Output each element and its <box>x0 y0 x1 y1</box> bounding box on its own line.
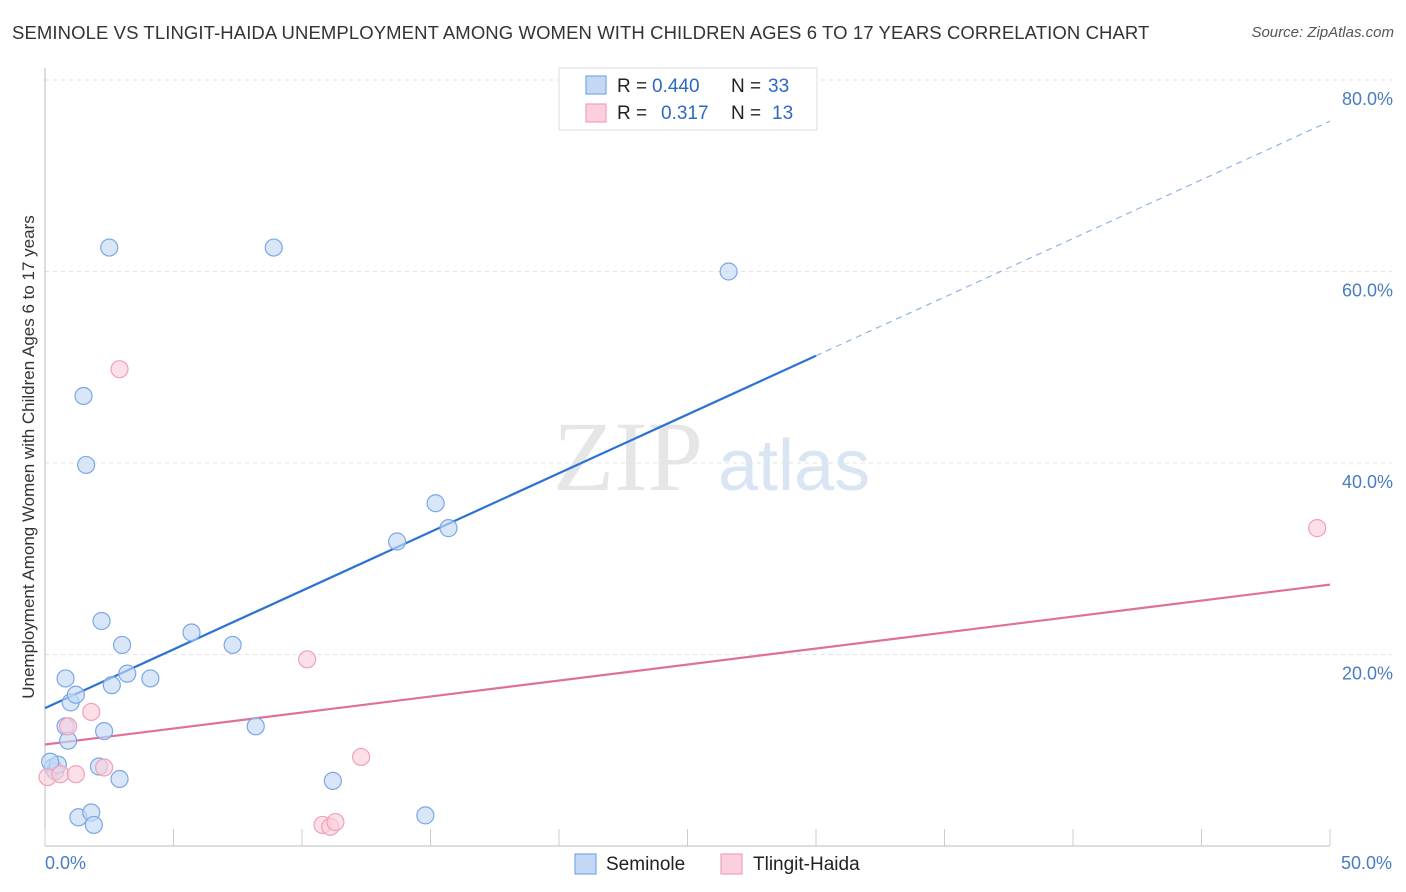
point-seminole-22 <box>182 623 201 642</box>
point-seminole-10 <box>77 455 96 475</box>
point-seminole-19 <box>112 635 132 655</box>
point-tlingit-haida-1 <box>51 765 70 784</box>
point-seminole-20 <box>118 664 137 683</box>
legend-n-value-seminole: 33 <box>768 76 789 97</box>
point-tlingit-haida-3 <box>66 765 85 784</box>
bottom-legend-swatch-tlingit-haida <box>720 853 743 875</box>
point-seminole-16 <box>100 238 119 257</box>
point-seminole-23 <box>223 635 242 655</box>
point-seminole-31 <box>719 262 738 281</box>
source-label: Source: ZipAtlas.com <box>1251 24 1394 41</box>
trend-lines <box>44 120 1331 746</box>
y-axis-label: Unemployment Among Women with Children A… <box>19 215 38 699</box>
point-tlingit-haida-4 <box>82 702 101 722</box>
point-tlingit-haida-7 <box>298 650 317 669</box>
data-points <box>38 238 1327 836</box>
point-tlingit-haida-6 <box>110 360 129 379</box>
point-seminole-7 <box>66 685 85 704</box>
point-seminole-25 <box>264 238 283 257</box>
bottom-legend-label-tlingit-haida: Tlingit-Haida <box>753 854 860 875</box>
point-tlingit-haida-11 <box>352 747 371 767</box>
y-tick-label-60: 60.0% <box>1342 281 1393 301</box>
point-seminole-4 <box>56 669 75 688</box>
chart-title: SEMINOLE VS TLINGIT-HAIDA UNEMPLOYMENT A… <box>12 22 1150 43</box>
point-seminole-27 <box>387 532 407 551</box>
point-seminole-30 <box>439 519 458 538</box>
point-seminole-18 <box>110 769 129 789</box>
grid-lines <box>45 79 1392 655</box>
point-seminole-29 <box>426 494 445 513</box>
watermark: ZIP atlas <box>553 401 870 512</box>
bottom-legend-label-seminole: Seminole <box>606 854 685 875</box>
y-tick-labels: 20.0% 40.0% 60.0% 80.0% <box>1342 89 1393 684</box>
x-tick-label-min: 0.0% <box>45 853 86 873</box>
legend-n-label-seminole: N = <box>731 76 761 97</box>
point-tlingit-haida-12 <box>1308 519 1327 538</box>
point-seminole-9 <box>74 386 93 406</box>
legend-box: R = 0.440 N = 33 R = 0.317 N = 13 <box>558 67 818 131</box>
trend-line-1 <box>44 583 1331 746</box>
point-seminole-17 <box>102 676 121 695</box>
point-seminole-21 <box>141 669 160 688</box>
watermark-atlas: atlas <box>718 426 870 506</box>
legend-r-label-seminole: R = <box>617 76 647 97</box>
y-tick-label-40: 40.0% <box>1342 472 1393 492</box>
legend-n-label-tlingit-haida: N = <box>731 103 761 124</box>
y-tick-label-80: 80.0% <box>1342 89 1393 109</box>
trend-line-extension-0 <box>815 120 1331 357</box>
x-tick-label-max: 50.0% <box>1341 853 1392 873</box>
point-seminole-26 <box>323 771 342 790</box>
legend-r-value-seminole: 0.440 <box>652 76 700 97</box>
y-tick-label-20: 20.0% <box>1342 664 1393 684</box>
point-tlingit-haida-2 <box>59 717 78 736</box>
legend-swatch-tlingit-haida <box>585 103 607 123</box>
legend-n-value-tlingit-haida: 13 <box>772 103 793 124</box>
point-tlingit-haida-10 <box>326 812 345 832</box>
point-seminole-15 <box>95 721 114 741</box>
point-seminole-14 <box>92 611 111 631</box>
bottom-legend-swatch-seminole <box>574 853 597 875</box>
point-seminole-28 <box>416 806 435 825</box>
point-seminole-24 <box>246 717 265 736</box>
trend-line-0 <box>44 354 817 710</box>
point-tlingit-haida-5 <box>95 758 114 777</box>
point-seminole-12 <box>84 815 103 835</box>
x-axis-ticks <box>44 829 1331 846</box>
legend-r-label-tlingit-haida: R = <box>617 103 647 124</box>
legend-swatch-seminole <box>585 75 607 95</box>
legend-r-value-tlingit-haida: 0.317 <box>661 103 709 124</box>
bottom-legend: Seminole Tlingit-Haida <box>574 853 860 875</box>
